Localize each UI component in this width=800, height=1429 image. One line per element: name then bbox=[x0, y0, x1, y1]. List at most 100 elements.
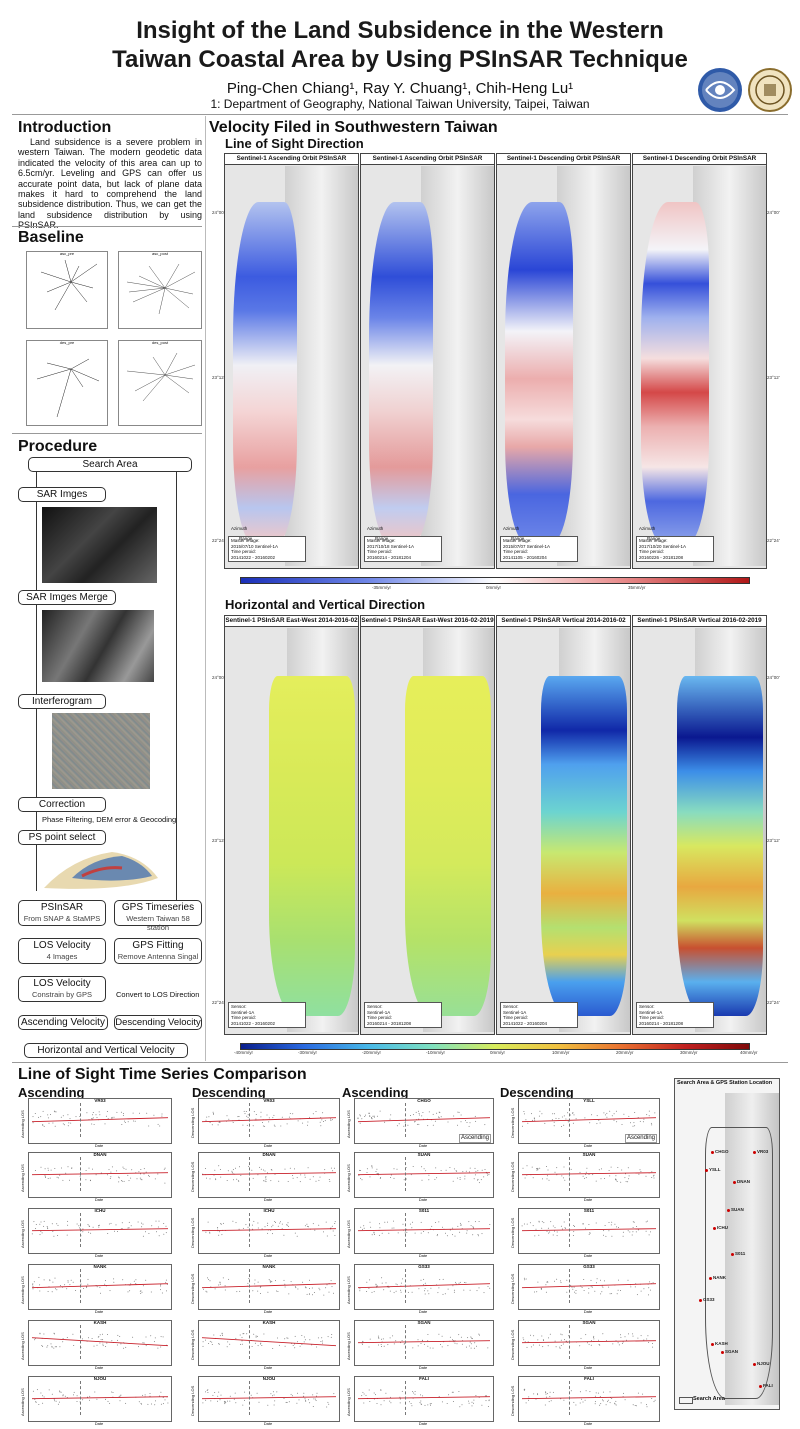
gps-point bbox=[239, 1290, 241, 1292]
gps-point bbox=[622, 1341, 624, 1343]
x-axis-label: Date bbox=[263, 1253, 273, 1258]
gps-point bbox=[205, 1391, 206, 1393]
gps-point bbox=[138, 1346, 139, 1348]
gps-point bbox=[381, 1277, 383, 1279]
gps-point bbox=[452, 1234, 453, 1236]
gps-point bbox=[164, 1182, 166, 1184]
gps-point bbox=[526, 1346, 528, 1348]
los-velocity-sub: 4 Images bbox=[46, 952, 78, 961]
gps-point bbox=[76, 1401, 78, 1402]
info-master-value: 2015/07/10 Sentinel-1A bbox=[231, 543, 279, 549]
gps-point bbox=[420, 1279, 422, 1281]
gps-point bbox=[265, 1178, 267, 1180]
gps-point bbox=[205, 1231, 207, 1233]
station-name: KASH bbox=[93, 1320, 107, 1325]
gps-point bbox=[411, 1405, 413, 1407]
gps-point bbox=[424, 1404, 426, 1406]
gps-point bbox=[637, 1337, 639, 1339]
x-axis-label: Date bbox=[418, 1365, 428, 1370]
gps-point bbox=[622, 1231, 624, 1233]
gps-point bbox=[316, 1392, 318, 1394]
gps-point bbox=[618, 1279, 619, 1281]
gps-point bbox=[362, 1340, 364, 1342]
gps-point bbox=[121, 1222, 123, 1224]
gps-point bbox=[123, 1180, 125, 1182]
gps-point bbox=[235, 1222, 237, 1224]
info-period-label: Time peroid: bbox=[503, 1015, 528, 1020]
gps-point bbox=[565, 1118, 567, 1120]
gps-point bbox=[248, 1165, 250, 1167]
x-axis-label: Date bbox=[263, 1421, 273, 1426]
map-title: Sentinel-1 PSInSAR East-West 2014-2016-0… bbox=[225, 616, 358, 627]
gps-station-label: S011 bbox=[735, 1251, 746, 1256]
gps-point bbox=[488, 1174, 490, 1176]
gps-point bbox=[120, 1111, 122, 1113]
gps-point bbox=[390, 1114, 392, 1116]
gps-point bbox=[102, 1345, 104, 1347]
gps-point bbox=[534, 1235, 536, 1237]
gps-point bbox=[211, 1341, 213, 1343]
gps-point bbox=[594, 1290, 596, 1292]
gps-point bbox=[407, 1124, 409, 1126]
gps-point bbox=[94, 1391, 96, 1393]
gps-point bbox=[254, 1283, 256, 1285]
gps-point bbox=[380, 1177, 382, 1178]
gps-point bbox=[328, 1179, 330, 1180]
gps-point bbox=[243, 1333, 245, 1335]
hv-colorbar-label: 10mm/yr bbox=[552, 1050, 570, 1055]
gps-station-marker bbox=[759, 1385, 762, 1388]
gps-point bbox=[639, 1120, 641, 1122]
gps-point bbox=[447, 1288, 449, 1290]
step-descending-velocity: Descending Velocity bbox=[114, 1015, 202, 1030]
gps-point bbox=[218, 1234, 220, 1236]
gps-point bbox=[303, 1392, 305, 1394]
gps-point bbox=[358, 1175, 360, 1177]
gps-point bbox=[561, 1228, 563, 1230]
gps-point bbox=[393, 1220, 394, 1222]
gps-point bbox=[563, 1399, 565, 1401]
gps-point bbox=[309, 1402, 311, 1404]
gps-point bbox=[609, 1391, 611, 1393]
x-axis-label: Date bbox=[418, 1143, 428, 1148]
gps-point bbox=[277, 1225, 279, 1227]
gps-point bbox=[574, 1291, 575, 1293]
gps-point bbox=[550, 1400, 552, 1402]
gps-point bbox=[301, 1343, 303, 1345]
gps-point bbox=[330, 1118, 332, 1120]
gps-point bbox=[304, 1339, 306, 1341]
gps-point bbox=[105, 1115, 107, 1117]
gps-point bbox=[606, 1340, 607, 1342]
gps-point bbox=[87, 1278, 89, 1280]
gps-point bbox=[92, 1226, 94, 1228]
gps-point bbox=[38, 1276, 40, 1278]
gps-point bbox=[289, 1167, 291, 1169]
gps-point bbox=[564, 1339, 565, 1341]
gps-point bbox=[202, 1402, 204, 1404]
gps-point bbox=[452, 1391, 454, 1393]
azimuth-label: Azimuth bbox=[639, 526, 656, 531]
y-axis-label: Ascending LOS bbox=[20, 1164, 25, 1192]
info-period-label: Time peroid: bbox=[639, 549, 664, 554]
gps-point bbox=[474, 1221, 476, 1223]
gps-point bbox=[214, 1288, 216, 1290]
interferogram-thumbnail bbox=[52, 713, 150, 789]
gps-station-label: SGAN bbox=[725, 1349, 739, 1354]
timeseries-scatter bbox=[357, 1110, 491, 1127]
gps-point bbox=[263, 1180, 265, 1182]
gps-point bbox=[624, 1399, 626, 1401]
gps-point bbox=[529, 1222, 531, 1224]
gps-point bbox=[649, 1289, 651, 1291]
gps-point bbox=[263, 1169, 264, 1171]
gps-point bbox=[214, 1169, 216, 1171]
gps-point bbox=[107, 1400, 109, 1402]
azimuth-label: Azimuth bbox=[231, 526, 248, 531]
gps-point bbox=[643, 1118, 645, 1120]
gps-point bbox=[588, 1292, 590, 1294]
timeseries-scatter bbox=[31, 1110, 169, 1127]
gps-point bbox=[156, 1231, 157, 1233]
gps-point bbox=[261, 1228, 263, 1230]
gps-point bbox=[373, 1116, 375, 1118]
gps-point bbox=[387, 1344, 389, 1346]
gps-point bbox=[642, 1121, 644, 1123]
gps-point bbox=[381, 1338, 382, 1340]
